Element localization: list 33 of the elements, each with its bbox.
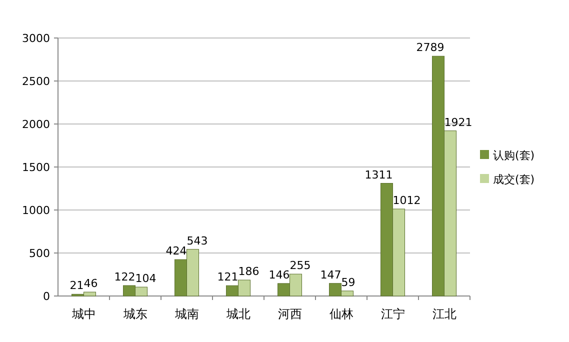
data-label: 424 [166, 244, 187, 258]
x-tick-label: 江宁 [380, 307, 405, 321]
x-tick-label: 河西 [278, 307, 302, 321]
y-tick-label: 1500 [22, 161, 50, 174]
data-label: 122 [114, 270, 136, 284]
x-tick-label: 城东 [122, 307, 148, 321]
data-label: 186 [238, 265, 260, 278]
data-label: 104 [135, 272, 156, 286]
data-label: 59 [341, 276, 356, 289]
y-tick-label: 1000 [22, 204, 50, 217]
data-label: 146 [268, 268, 290, 282]
x-tick-label: 城南 [174, 307, 199, 321]
data-label: 255 [290, 259, 311, 272]
data-label: 46 [84, 277, 98, 290]
y-tick-label: 500 [29, 247, 50, 260]
data-label: 2789 [416, 41, 444, 54]
y-tick-label: 2000 [22, 118, 50, 131]
legend-label: 成交(套) [493, 173, 535, 186]
x-tick-label: 城北 [225, 307, 250, 321]
y-tick-label: 0 [43, 290, 50, 303]
data-label: 21 [70, 279, 84, 292]
data-label: 1921 [444, 116, 472, 129]
legend-label: 认购(套) [493, 149, 535, 162]
x-tick-label: 仙林 [329, 307, 354, 321]
data-label: 121 [217, 270, 238, 284]
x-tick-label: 城中 [70, 307, 96, 321]
data-label: 1012 [392, 194, 421, 207]
data-label: 1311 [364, 168, 393, 182]
y-tick-label: 3000 [22, 32, 50, 45]
data-label: 543 [186, 234, 208, 248]
x-tick-label: 江北 [432, 307, 456, 321]
data-label: 147 [320, 268, 342, 282]
y-tick-label: 2500 [22, 75, 50, 88]
